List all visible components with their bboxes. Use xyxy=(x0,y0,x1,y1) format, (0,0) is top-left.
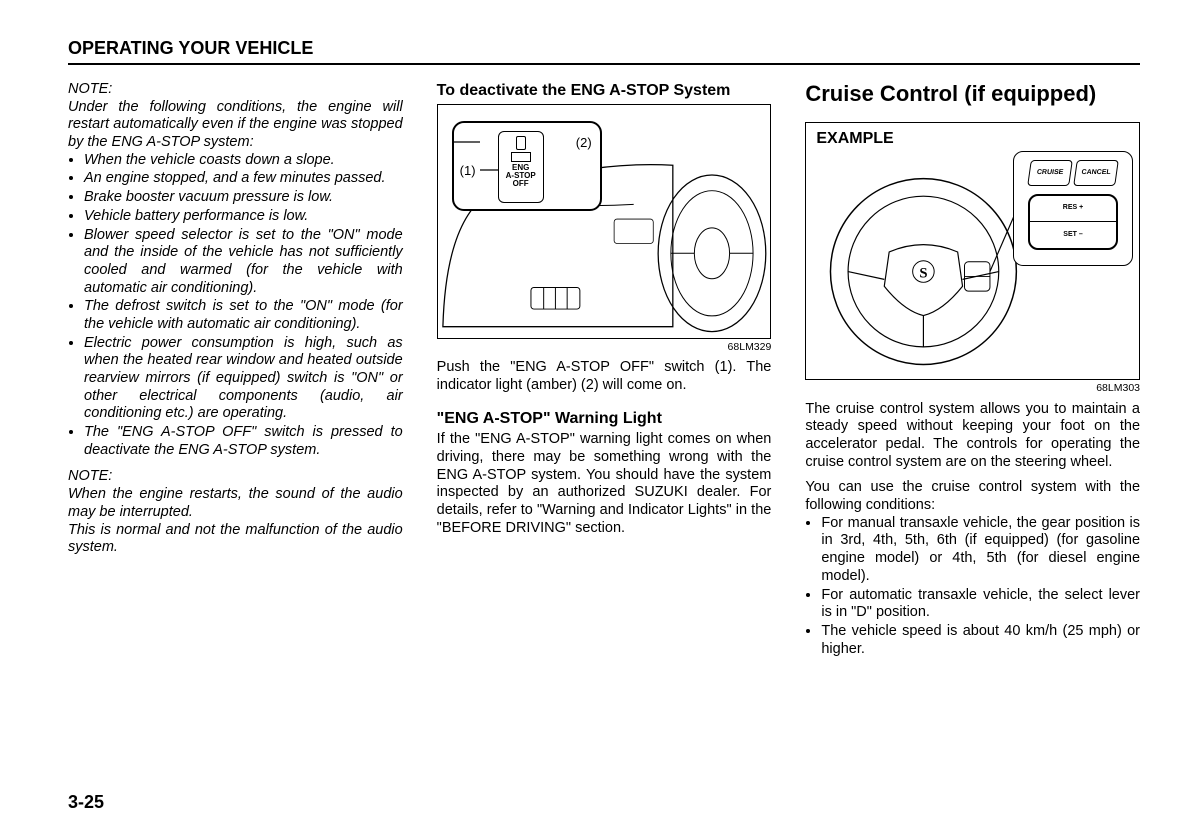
content-columns: NOTE: Under the following conditions, th… xyxy=(68,81,1140,659)
note-label-2: NOTE: xyxy=(68,468,403,486)
note-list-1: When the vehicle coasts down a slope. An… xyxy=(68,152,403,460)
list-item: An engine stopped, and a few minutes pas… xyxy=(84,170,403,188)
svg-text:S: S xyxy=(920,265,928,281)
note-label-1: NOTE: xyxy=(68,81,403,99)
callout-marker-2: (2) xyxy=(576,135,592,151)
col3-para2: You can use the cruise control system wi… xyxy=(805,479,1140,514)
list-item: Brake booster vacuum pressure is low. xyxy=(84,189,403,207)
col3-heading: Cruise Control (if equipped) xyxy=(805,81,1140,108)
cruise-buttons-inset: CRUISE CANCEL RES + SET – xyxy=(1013,151,1133,266)
page-number: 3-25 xyxy=(68,792,104,813)
col2-heading: To deactivate the ENG A-STOP System xyxy=(437,81,772,101)
column-1: NOTE: Under the following conditions, th… xyxy=(68,81,403,659)
list-item: Vehicle battery performance is low. xyxy=(84,208,403,226)
set-minus-button: SET – xyxy=(1030,222,1116,248)
list-item: The vehicle speed is about 40 km/h (25 m… xyxy=(821,623,1140,658)
note-text-2a: When the engine restarts, the sound of t… xyxy=(68,486,403,521)
figure-eng-astop: ENGA-STOPOFF (1) (2) xyxy=(437,104,772,339)
figure-id-1: 68LM329 xyxy=(437,341,772,354)
list-item: For automatic transaxle vehicle, the sel… xyxy=(821,587,1140,622)
conditions-list: For manual transaxle vehicle, the gear p… xyxy=(805,515,1140,659)
list-item: For manual transaxle vehicle, the gear p… xyxy=(821,515,1140,586)
switch-label: ENGA-STOPOFF xyxy=(499,164,543,188)
note-text-2b: This is normal and not the malfunction o… xyxy=(68,522,403,557)
column-3: Cruise Control (if equipped) EXAMPLE S xyxy=(805,81,1140,659)
col2-para1: Push the "ENG A-STOP OFF" switch (1). Th… xyxy=(437,359,772,394)
callout-marker-1: (1) xyxy=(460,163,476,179)
cruise-button: CRUISE xyxy=(1027,160,1073,186)
list-item: The defrost switch is set to the "ON" mo… xyxy=(84,298,403,333)
column-2: To deactivate the ENG A-STOP System xyxy=(437,81,772,659)
res-plus-button: RES + xyxy=(1030,196,1116,223)
figure-id-2: 68LM303 xyxy=(805,382,1140,395)
list-item: Blower speed selector is set to the "ON"… xyxy=(84,227,403,298)
section-header: OPERATING YOUR VEHICLE xyxy=(68,38,1140,65)
cancel-button: CANCEL xyxy=(1073,160,1119,186)
figure-cruise: EXAMPLE S CRUISE xyxy=(805,122,1140,380)
col2-subheading: "ENG A-STOP" Warning Light xyxy=(437,409,772,429)
list-item: Electric power consumption is high, such… xyxy=(84,335,403,423)
list-item: When the vehicle coasts down a slope. xyxy=(84,152,403,170)
col3-para1: The cruise control system allows you to … xyxy=(805,401,1140,472)
list-item: The "ENG A-STOP OFF" switch is pressed t… xyxy=(84,424,403,459)
note-intro-1: Under the following conditions, the engi… xyxy=(68,99,403,152)
col2-para2: If the "ENG A-STOP" warning light comes … xyxy=(437,431,772,537)
